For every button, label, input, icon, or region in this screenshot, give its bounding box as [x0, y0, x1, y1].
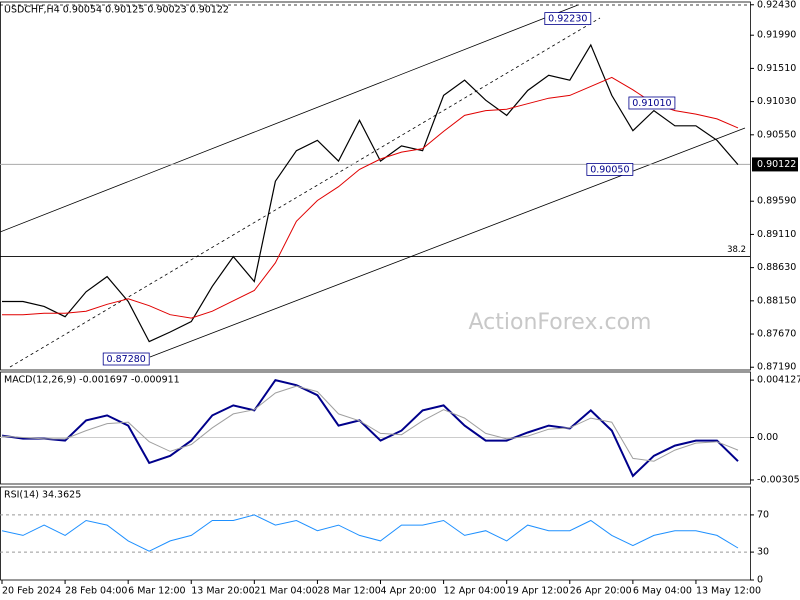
panel-title: USDCHF,H4 0.90054 0.90125 0.90023 0.9012… — [4, 5, 229, 16]
annotation-label: 0.87280 — [107, 354, 146, 365]
y-tick-label: 0 — [757, 575, 763, 586]
panel-frame — [0, 371, 751, 485]
annotation-label: 0.92230 — [548, 14, 587, 25]
channel-mid — [9, 17, 601, 368]
x-tick-label: 4 Apr 20:00 — [381, 586, 437, 597]
x-tick-label: 28 Mar 12:00 — [317, 586, 380, 597]
x-tick-label: 12 Apr 04:00 — [444, 586, 506, 597]
y-tick-label: 0.92430 — [757, 0, 796, 10]
x-tick-label: 19 Apr 12:00 — [507, 586, 569, 597]
y-tick-label: 0.88150 — [757, 295, 796, 306]
y-tick-label: 0.00 — [757, 432, 778, 443]
fib-level-label: 38.2 — [727, 245, 746, 255]
series-line — [1, 385, 739, 462]
annotation-label: 0.90050 — [590, 164, 629, 175]
y-tick-label: -0.003051 — [757, 474, 800, 485]
series-line — [2, 43, 739, 343]
y-tick-label: 0.89590 — [757, 196, 796, 207]
watermark: ActionForex.com — [469, 310, 652, 335]
x-tick-label: 13 May 12:00 — [696, 586, 761, 597]
panel-frame — [0, 486, 751, 581]
y-tick-label: 0.91510 — [757, 63, 796, 74]
series-line — [2, 76, 739, 319]
x-tick-label: 6 May 04:00 — [633, 586, 692, 597]
annotation-box — [586, 162, 634, 176]
series-line — [1, 514, 739, 552]
annotation-box — [544, 12, 592, 26]
price-box — [752, 157, 798, 172]
y-tick-label: 0.89110 — [757, 229, 796, 240]
y-tick-label: 0.91990 — [757, 30, 796, 41]
y-tick-label: 0.87190 — [757, 362, 796, 373]
panel-title: MACD(12,26,9) -0.001697 -0.000911 — [4, 375, 180, 386]
annotation-box — [628, 96, 676, 110]
annotation-box — [102, 352, 150, 366]
x-tick-label: 28 Feb 04:00 — [65, 586, 127, 597]
x-tick-label: 13 Mar 20:00 — [191, 586, 254, 597]
panel-frame — [0, 1, 751, 371]
channel-lower — [149, 127, 746, 358]
channel-upper — [0, 4, 579, 233]
x-tick-label: 6 Mar 12:00 — [128, 586, 185, 597]
price-label: 0.90122 — [757, 159, 796, 170]
series-line — [1, 378, 739, 478]
y-tick-label: 0.87670 — [757, 329, 796, 340]
y-tick-label: 0.88630 — [757, 262, 796, 273]
x-tick-label: 21 Mar 04:00 — [254, 586, 317, 597]
annotation-label: 0.91010 — [632, 98, 671, 109]
y-tick-label: 0.91030 — [757, 96, 796, 107]
y-tick-label: 0.90550 — [757, 129, 796, 140]
y-tick-label: 70 — [757, 509, 769, 520]
x-tick-label: 20 Feb 2024 — [2, 586, 61, 597]
panel-title: RSI(14) 34.3625 — [4, 490, 81, 501]
y-tick-label: 0.004127 — [757, 375, 800, 386]
y-tick-label: 30 — [757, 547, 769, 558]
x-tick-label: 26 Apr 20:00 — [570, 586, 632, 597]
